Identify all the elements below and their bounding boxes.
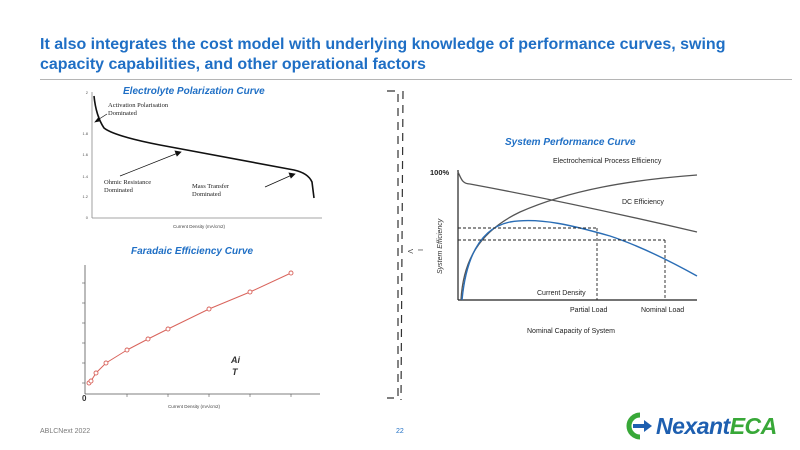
system-y-top-tick: 100% (430, 168, 450, 177)
polarization-arrows (94, 113, 296, 188)
activation-label: Activation Polarisation (108, 102, 169, 109)
ohmic-label: Ohmic Resistance (104, 179, 151, 186)
faradaic-curve (88, 272, 292, 384)
series-line-system (461, 219, 698, 301)
reference-lines (458, 227, 666, 300)
system-chart-title: System Performance Curve (505, 137, 636, 148)
faradaic-origin-label: 0 (82, 394, 87, 403)
mass-transfer-label: Mass Transfer (192, 183, 230, 190)
faradaic-x-label: Current Density (mA/cm2) (168, 404, 221, 409)
polarization-y-tick: 1.2 (82, 194, 88, 199)
logo-part-1: Nexant (656, 412, 730, 439)
faradaic-points (86, 270, 294, 386)
logo-mark-icon (626, 412, 652, 440)
faradaic-chart: 0 Current Density (mA/cm2) Ai T (82, 265, 320, 409)
series-line-electrochemical (460, 174, 698, 301)
polarization-y-tick: 1.4 (82, 174, 88, 179)
polarization-curve (93, 95, 315, 199)
activation-label: Dominated (108, 110, 138, 117)
company-logo: NexantECA (656, 410, 777, 442)
divider-fragment: I (416, 249, 423, 251)
series-line-dc-efficiency (457, 171, 698, 233)
x-tick-partial-load: Partial Load (570, 307, 607, 314)
title-divider (40, 79, 792, 80)
system-performance-chart: 100% System Efficiency Electrochemical P… (430, 158, 698, 335)
series-label-current-density: Current Density (537, 290, 586, 297)
polarization-chart: 2 1.8 1.6 1.4 1.2 0 Activation Polarisat… (82, 90, 322, 229)
logo-part-2: ECA (729, 412, 778, 439)
series-label-electrochemical: Electrochemical Process Efficiency (553, 158, 662, 165)
slide-title: It also integrates the cost model with u… (40, 36, 726, 73)
page-number: 22 (396, 428, 404, 435)
faradaic-chart-title: Faradaic Efficiency Curve (131, 246, 254, 257)
polarization-y-tick: 1.6 (82, 152, 88, 157)
ohmic-label: Dominated (104, 187, 134, 194)
bracket-divider: V I (387, 90, 423, 401)
polarization-y-tick: 0 (86, 215, 89, 220)
polarization-chart-title: Electrolyte Polarization Curve (123, 86, 265, 97)
faradaic-fragment: Ai (230, 355, 240, 365)
faradaic-fragment: T (232, 367, 239, 377)
system-x-label: Nominal Capacity of System (527, 328, 615, 335)
footer-event-name: ABLCNext 2022 (40, 428, 91, 435)
mass-transfer-label: Dominated (192, 191, 222, 198)
polarization-y-tick: 1.8 (82, 131, 88, 136)
polarization-y-tick: 2 (86, 90, 89, 95)
divider-fragment: V (406, 249, 413, 254)
polarization-x-label: Current Density (mA/cm2) (173, 224, 226, 229)
system-y-label: System Efficiency (437, 218, 444, 274)
series-label-dc-efficiency: DC Efficiency (622, 199, 664, 206)
x-tick-nominal-load: Nominal Load (641, 307, 684, 314)
